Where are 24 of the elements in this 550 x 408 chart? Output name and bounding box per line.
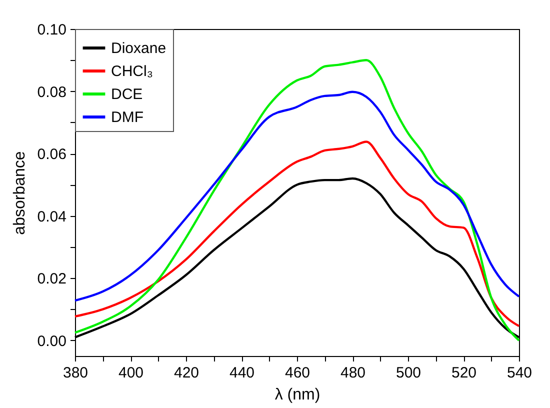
- legend-label: CHCl₃: [111, 63, 153, 80]
- x-tick-label: 540: [506, 364, 532, 382]
- x-tick-label: 380: [62, 364, 88, 382]
- legend-label: Dioxane: [111, 40, 166, 57]
- y-tick-label: 0.06: [37, 146, 66, 164]
- y-tick-label: 0.04: [37, 208, 66, 226]
- legend-label: DMF: [111, 109, 144, 126]
- y-tick-label: 0.00: [37, 332, 66, 350]
- legend-label: DCE: [111, 86, 143, 103]
- line-series: [74, 140, 520, 328]
- x-tick-label: 500: [396, 364, 422, 382]
- y-tick-label: 0.02: [37, 270, 66, 288]
- x-tick-label: 520: [451, 364, 477, 382]
- x-axis-title: λ (nm): [274, 386, 320, 404]
- y-tick-label: 0.08: [37, 84, 66, 101]
- line-series: [74, 59, 520, 342]
- x-tick-label: 460: [284, 364, 310, 382]
- line-series: [74, 90, 520, 302]
- y-axis-title: absorbance: [11, 151, 28, 235]
- x-tick-label: 480: [340, 364, 366, 382]
- y-tick-label: 0.10: [37, 22, 66, 38]
- x-tick-label: 400: [118, 364, 144, 382]
- x-tick-label: 440: [229, 364, 255, 382]
- x-tick-label: 420: [174, 364, 200, 382]
